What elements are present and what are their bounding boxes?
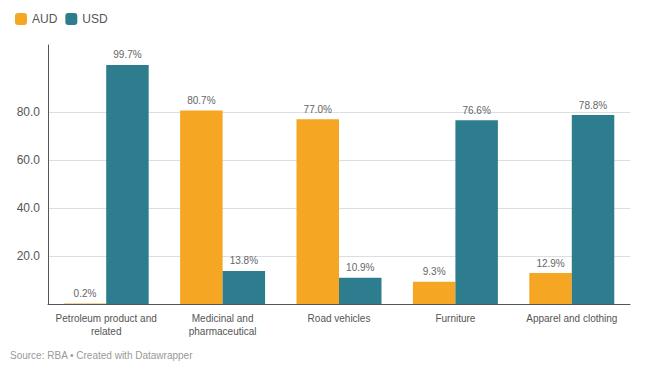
svg-text:Road vehicles: Road vehicles <box>308 313 371 324</box>
svg-text:Apparel and clothing: Apparel and clothing <box>526 313 617 324</box>
svg-text:Source: RBA • Created with Dat: Source: RBA • Created with Datawrapper <box>10 350 193 361</box>
svg-text:80.7%: 80.7% <box>187 95 215 106</box>
svg-text:Petroleum product and: Petroleum product and <box>56 313 157 324</box>
svg-text:77.0%: 77.0% <box>304 104 332 115</box>
svg-text:20.0: 20.0 <box>17 249 41 263</box>
svg-text:60.0: 60.0 <box>17 153 41 167</box>
svg-text:99.7%: 99.7% <box>113 49 141 60</box>
svg-text:USD: USD <box>82 12 108 26</box>
svg-text:pharmaceutical: pharmaceutical <box>189 326 257 337</box>
svg-text:40.0: 40.0 <box>17 201 41 215</box>
svg-text:12.9%: 12.9% <box>536 258 564 269</box>
svg-text:10.9%: 10.9% <box>346 262 374 273</box>
svg-text:76.6%: 76.6% <box>462 105 490 116</box>
svg-text:0.2%: 0.2% <box>74 288 97 299</box>
svg-text:9.3%: 9.3% <box>423 266 446 277</box>
svg-text:13.8%: 13.8% <box>230 255 258 266</box>
svg-text:AUD: AUD <box>32 12 58 26</box>
svg-text:Furniture: Furniture <box>435 313 475 324</box>
svg-text:Medicinal and: Medicinal and <box>192 313 254 324</box>
svg-text:80.0: 80.0 <box>17 105 41 119</box>
svg-text:related: related <box>91 326 122 337</box>
svg-text:78.8%: 78.8% <box>579 100 607 111</box>
